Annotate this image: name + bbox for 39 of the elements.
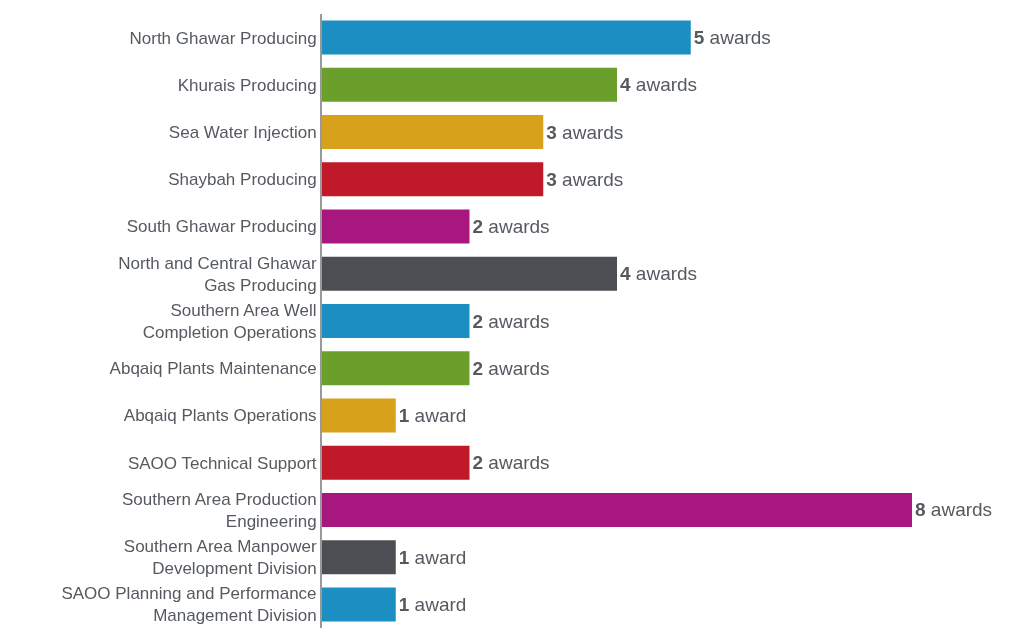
data-label: 2 awards xyxy=(472,357,550,379)
data-label: 1 award xyxy=(398,593,467,615)
bar xyxy=(322,256,617,291)
y-tick-label: Shaybah Producing xyxy=(168,170,317,190)
y-tick-label: Southern Area Production Engineering xyxy=(121,489,317,531)
data-label: 8 awards xyxy=(915,499,993,521)
y-tick-label: Southern Area Manpower Development Division xyxy=(123,537,317,579)
data-label: 1 award xyxy=(398,404,467,426)
bar xyxy=(322,445,470,480)
bar xyxy=(322,209,470,244)
y-tick-label: SAOO Technical Support xyxy=(127,453,317,473)
bar xyxy=(322,20,691,55)
bar xyxy=(322,115,544,150)
data-label: 2 awards xyxy=(472,310,550,332)
bar xyxy=(322,492,912,527)
y-tick-label: Southern Area Well Completion Operations xyxy=(142,300,317,342)
data-label: 4 awards xyxy=(620,263,698,285)
data-label: 3 awards xyxy=(546,121,624,143)
bar xyxy=(322,351,470,386)
data-label: 2 awards xyxy=(472,216,550,238)
data-label: 3 awards xyxy=(546,168,624,190)
y-tick-label: Abqaiq Plants Operations xyxy=(123,406,317,426)
bar xyxy=(322,540,396,575)
y-tick-label: Abqaiq Plants Maintenance xyxy=(109,359,317,379)
bar xyxy=(322,398,396,433)
data-label: 4 awards xyxy=(620,74,698,96)
bar xyxy=(322,67,617,102)
y-tick-label: North and Central Ghawar Gas Producing xyxy=(118,253,317,295)
y-tick-label: South Ghawar Producing xyxy=(126,217,317,237)
bar xyxy=(322,162,544,197)
data-label: 1 award xyxy=(398,546,467,568)
data-label: 2 awards xyxy=(472,452,550,474)
y-tick-label: Khurais Producing xyxy=(177,75,317,95)
data-label: 5 awards xyxy=(693,27,771,49)
bar xyxy=(322,304,470,338)
bar xyxy=(322,587,396,622)
y-tick-label: Sea Water Injection xyxy=(168,123,317,143)
y-tick-label: SAOO Planning and Performance Management Division xyxy=(61,584,317,626)
y-tick-label: North Ghawar Producing xyxy=(129,28,317,48)
